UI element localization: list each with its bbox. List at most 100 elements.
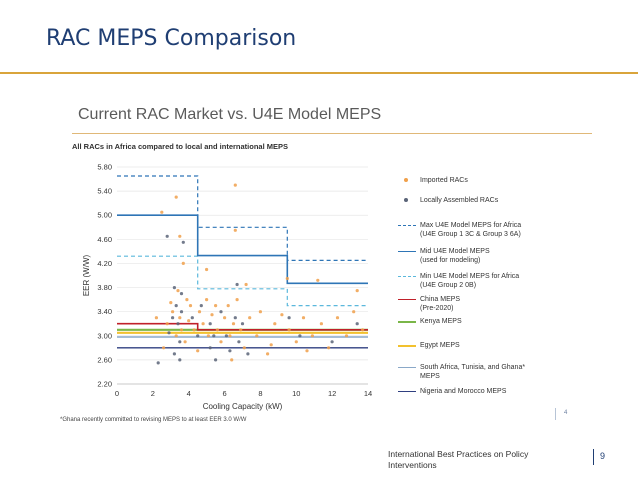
imported-rac-point: [258, 310, 262, 314]
y-tick-label: 5.80: [97, 163, 112, 172]
imported-rac-point: [233, 183, 237, 187]
local-rac-point: [298, 334, 302, 338]
local-rac-point: [171, 316, 175, 320]
local-rac-point: [172, 286, 176, 290]
legend-line-icon: [398, 221, 416, 230]
imported-rac-point: [174, 195, 178, 199]
legend-item: Mid U4E Model MEPS (used for modeling): [398, 247, 490, 265]
y-tick-label: 5.40: [97, 187, 112, 196]
local-rac-point: [196, 334, 200, 338]
imported-rac-point: [239, 328, 243, 332]
imported-rac-point: [335, 316, 340, 320]
local-rac-point: [237, 340, 241, 344]
legend-line-icon: [398, 317, 416, 326]
imported-rac-point: [285, 276, 289, 281]
x-tick-label: 10: [292, 389, 300, 398]
imported-rac-point: [214, 304, 218, 308]
meps-line-2: [117, 214, 368, 285]
local-rac-point: [179, 310, 184, 314]
imported-rac-point: [269, 343, 273, 347]
imported-rac-point: [179, 328, 184, 332]
local-rac-point: [228, 349, 232, 353]
local-rac-point: [240, 322, 245, 326]
imported-rac-point: [235, 298, 239, 302]
inner-page-divider: [555, 408, 556, 420]
local-rac-point: [181, 240, 185, 244]
legend-label: Min U4E Model MEPS for Africa (U4E Group…: [420, 273, 520, 289]
imported-rac-point: [319, 322, 323, 326]
imported-rac-point: [352, 310, 356, 314]
slide-title: RAC MEPS Comparison: [46, 26, 297, 51]
local-rac-point: [214, 358, 218, 362]
imported-rac-point: [305, 349, 309, 353]
x-tick-label: 14: [364, 389, 372, 398]
imported-rac-point: [205, 267, 209, 272]
imported-rac-point: [197, 310, 202, 314]
legend-item: Kenya MEPS: [398, 317, 462, 326]
imported-rac-point: [230, 358, 234, 362]
legend-marker-icon: [398, 196, 416, 205]
local-rac-point: [355, 322, 359, 326]
imported-rac-point: [178, 234, 182, 238]
chart-heading-divider: [72, 133, 592, 134]
legend-line-icon: [398, 247, 416, 256]
legend-item: Min U4E Model MEPS for Africa (U4E Group…: [398, 272, 519, 290]
legend-item: Imported RACs: [398, 176, 468, 185]
x-tick-label: 6: [222, 389, 226, 398]
imported-rac-point: [228, 334, 232, 338]
x-tick-label: 4: [187, 389, 191, 398]
local-rac-point: [212, 334, 216, 338]
imported-rac-point: [310, 334, 314, 338]
local-rac-point: [174, 304, 178, 308]
local-rac-point: [330, 340, 334, 344]
y-axis-title: EER (W/W): [82, 255, 91, 297]
imported-rac-point: [183, 340, 187, 344]
imported-rac-point: [233, 228, 237, 232]
legend-label: Max U4E Model MEPS for Africa (U4E Group…: [420, 222, 522, 238]
imported-rac-point: [210, 313, 214, 317]
x-tick-label: 0: [115, 389, 119, 398]
legend-label: Egypt MEPS: [420, 342, 460, 349]
x-axis-title: Cooling Capacity (kW): [203, 402, 283, 411]
imported-rac-point: [287, 328, 291, 332]
imported-rac-point: [215, 328, 219, 332]
imported-rac-point: [355, 289, 359, 293]
local-rac-point: [233, 316, 237, 320]
x-tick-label: 2: [151, 389, 155, 398]
imported-rac-point: [181, 261, 185, 265]
y-tick-label: 4.60: [97, 235, 112, 244]
imported-rac-point: [266, 352, 270, 356]
y-tick-label: 3.40: [97, 307, 112, 316]
legend-label: Mid U4E Model MEPS (used for modeling): [420, 248, 490, 264]
y-tick-label: 3.00: [97, 331, 112, 340]
scatter-chart: 2.20 2.60 3.00 3.40 3.80 4.20 4.60 5.00 5.40 5.80…: [82, 163, 372, 412]
local-rac-point: [208, 346, 212, 350]
x-tick-label: 8: [258, 389, 262, 398]
legend-item: Egypt MEPS: [398, 341, 460, 350]
y-tick-label: 2.20: [97, 380, 112, 389]
imported-rac-point: [223, 316, 227, 320]
imported-rac-point: [280, 313, 284, 317]
imported-rac-point: [361, 328, 365, 332]
local-rac-point: [219, 310, 223, 314]
legend-label: Imported RACs: [420, 177, 468, 184]
legend-label: Locally Assembled RACs: [420, 197, 499, 204]
legend-line-icon: [398, 341, 416, 350]
local-rac-point: [246, 352, 250, 356]
chart-subtitle: All RACs in Africa compared to local and…: [72, 142, 289, 151]
local-rac-point: [167, 331, 171, 335]
imported-rac-point: [219, 340, 223, 344]
legend-label: China MEPS (Pre-2020): [420, 296, 461, 312]
imported-rac-point: [294, 340, 298, 344]
imported-rac-point: [344, 334, 349, 338]
legend-line-icon: [398, 295, 416, 304]
local-rac-point: [235, 282, 239, 287]
imported-rac-point: [187, 319, 191, 323]
title-divider: [0, 72, 638, 74]
local-rac-point: [208, 322, 212, 326]
page-number: 9: [600, 451, 606, 461]
imported-rac-point: [192, 328, 196, 332]
local-rac-point: [224, 334, 228, 338]
imported-rac-point: [205, 298, 209, 302]
legend-item: China MEPS (Pre-2020): [398, 295, 460, 313]
